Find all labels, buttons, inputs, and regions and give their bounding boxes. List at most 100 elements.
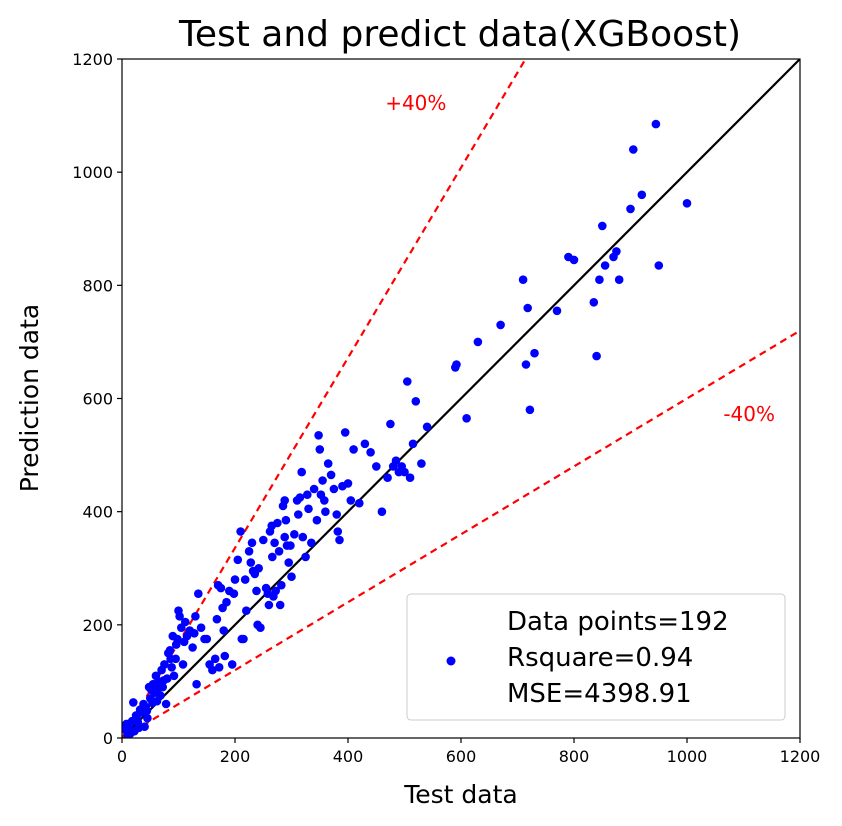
y-axis: 0 200 400 600 800 1000 1200 [72,50,122,748]
data-point [264,600,274,610]
data-point [140,722,149,731]
annotation-plus-40: +40% [385,91,446,115]
data-point [473,337,483,347]
data-point [682,199,692,208]
data-point [214,663,224,672]
data-point [326,470,336,480]
data-point [612,247,621,256]
data-point [216,583,226,593]
reference-lines [122,59,800,738]
data-point [242,606,251,615]
data-point [208,665,217,675]
data-point [295,493,305,502]
data-point [159,676,169,685]
data-point [196,623,206,632]
data-point [355,498,364,508]
data-point [252,586,261,596]
data-point [280,532,290,542]
data-point [161,699,171,709]
data-point [391,456,401,466]
data-point [273,518,282,528]
data-point [637,190,647,200]
x-tick-label: 1200 [780,747,821,766]
y-tick-label: 1200 [72,50,113,69]
data-point [246,558,256,567]
data-point [247,538,257,548]
legend-marker [446,656,456,666]
data-point [281,515,291,525]
data-point [383,473,392,483]
data-point [233,555,243,565]
data-point [210,654,220,664]
y-tick-label: 800 [82,276,113,295]
data-point [377,507,387,516]
data-point [194,589,203,598]
data-point [148,698,157,708]
data-point [156,691,165,700]
data-point [169,671,179,681]
data-point [230,575,240,584]
data-point [271,586,281,596]
data-point [332,510,342,519]
data-point [654,261,664,270]
data-point [349,445,358,454]
x-tick-label: 600 [446,747,477,766]
data-point [171,640,181,649]
data-point [229,589,239,598]
data-point [280,496,290,505]
reference-line-0 [122,59,800,738]
data-point [132,713,141,723]
data-point [309,484,319,494]
data-points [122,119,692,738]
data-point [301,552,310,562]
data-point [294,510,303,519]
data-point [323,459,333,468]
x-tick-label: 1000 [667,747,708,766]
data-point [329,484,339,494]
data-point [218,603,227,613]
x-tick-label: 400 [333,747,364,766]
data-point [452,360,461,369]
data-point [274,547,284,556]
data-point [167,663,176,672]
data-point [200,634,209,644]
data-point [346,496,356,505]
data-point [160,660,169,669]
data-point [181,617,190,627]
data-point [340,428,350,437]
data-point [408,439,418,449]
legend-line-mse: MSE=4398.91 [507,679,692,709]
data-point [244,547,254,556]
data-point [360,439,370,449]
data-point [220,651,230,661]
data-point [166,654,175,664]
data-point [343,479,353,488]
data-point [304,504,313,514]
x-axis-label: Test data [403,780,518,809]
data-point [315,445,325,454]
data-point [227,660,237,669]
data-point [372,462,381,471]
chart-title: Test and predict data(XGBoost) [178,14,741,55]
data-point [333,527,343,536]
data-point [320,496,329,505]
data-point [190,629,199,638]
data-point [284,558,294,567]
data-point [142,706,152,716]
annotations: +40% -40% [385,91,775,426]
data-point [212,614,222,624]
data-point [496,320,505,330]
x-tick-label: 0 [117,747,127,766]
data-point [297,467,307,477]
data-point [403,377,412,386]
data-point [600,261,610,270]
data-point [125,728,135,737]
data-point [129,698,138,707]
data-point [335,535,344,545]
data-point [530,348,539,358]
data-point [191,612,200,621]
data-point [318,476,327,485]
data-point [290,530,299,539]
data-point [303,490,312,500]
data-point [307,538,316,548]
